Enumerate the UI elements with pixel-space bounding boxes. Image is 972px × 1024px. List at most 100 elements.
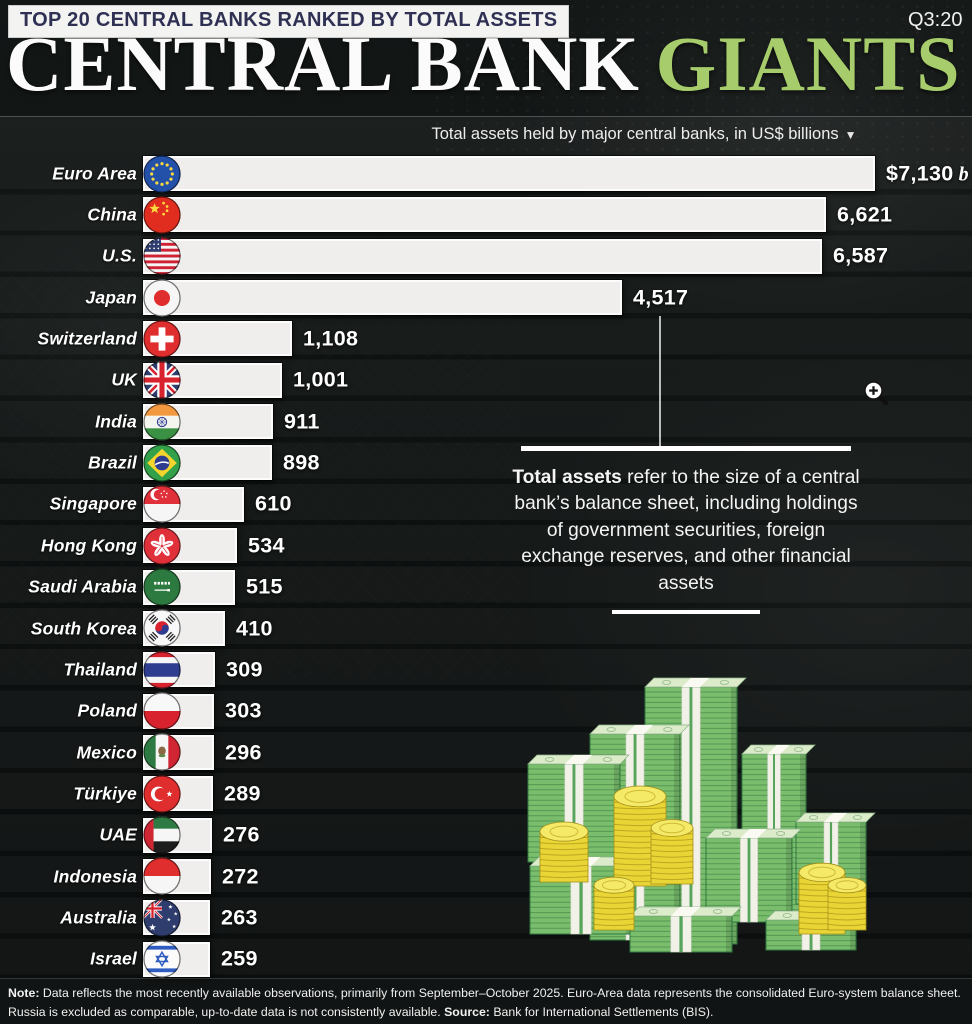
flag-ch-icon — [143, 320, 181, 358]
bar-row: Thailand 309 — [0, 649, 972, 690]
asset-bar — [143, 899, 210, 937]
bar-row: Indonesia 272 — [0, 856, 972, 897]
country-label: Brazil — [88, 452, 137, 473]
country-label: Japan — [85, 287, 137, 308]
flag-br-icon — [143, 444, 181, 482]
bar-row: China 6,621 — [0, 194, 972, 235]
flag-au-icon — [143, 899, 181, 937]
bar-row: Mexico 296 — [0, 732, 972, 773]
annotation-top-rule — [521, 446, 851, 451]
bar-row: South Korea 410 — [0, 608, 972, 649]
money-pile-illustration — [527, 677, 876, 953]
asset-bar — [143, 278, 622, 317]
title-white: CENTRAL BANK — [6, 20, 640, 107]
annotation-box: Total assets refer to the size of a cent… — [505, 446, 867, 615]
value-label: 276 — [223, 822, 260, 847]
bar-row: Australia 263 — [0, 897, 972, 938]
value-label: 911 — [284, 409, 320, 434]
country-label: UK — [111, 369, 137, 390]
bar-row: Hong Kong 534 — [0, 525, 972, 566]
value-label: $7,130 b — [886, 161, 969, 186]
bar-row: Euro Area $7,130 b — [0, 153, 972, 194]
bar-row: Saudi Arabia 515 — [0, 567, 972, 608]
note-text: Data reflects the most recently availabl… — [8, 986, 961, 1020]
flag-th-icon — [143, 651, 181, 689]
source-label: Source: — [444, 1005, 490, 1020]
subtitle-band: Total assets held by major central banks… — [0, 116, 972, 153]
country-label: Saudi Arabia — [28, 576, 137, 597]
chart-subtitle: Total assets held by major central banks… — [320, 125, 968, 144]
zoom-cursor-icon — [864, 381, 889, 406]
asset-bar — [143, 568, 235, 606]
note-label: Note: — [8, 986, 40, 1000]
bar-row: UAE 276 — [0, 815, 972, 856]
value-label: 296 — [225, 740, 262, 765]
asset-bar — [143, 444, 272, 482]
asset-bar — [143, 816, 212, 854]
country-label: South Korea — [30, 618, 137, 639]
country-label: U.S. — [102, 245, 137, 266]
country-label: China — [87, 204, 137, 225]
country-label: Australia — [60, 907, 137, 928]
value-label: 4,517 — [633, 285, 689, 310]
title-green: GIANTS — [655, 20, 961, 107]
asset-bar — [143, 651, 215, 689]
footer-text: Note: Data reflects the most recently av… — [8, 984, 964, 1022]
bar-row: U.S. 6,587 — [0, 236, 972, 277]
country-label: Indonesia — [53, 866, 137, 887]
value-label: 263 — [221, 905, 258, 930]
value-label: 303 — [225, 698, 262, 723]
asset-bar — [143, 609, 225, 648]
flag-eu-icon — [143, 154, 181, 193]
bar-row: Türkiye 289 — [0, 773, 972, 814]
value-label: 610 — [255, 491, 292, 516]
asset-bar — [143, 526, 237, 565]
value-suffix: b — [958, 163, 969, 186]
annotation-rest: refer to the size of a central bank’s ba… — [514, 466, 860, 594]
asset-bar — [143, 733, 214, 772]
flag-sg-icon — [143, 485, 181, 523]
asset-bar — [143, 485, 244, 523]
bar-row: Switzerland 1,108 — [0, 318, 972, 359]
flag-pl-icon — [143, 692, 181, 730]
flag-sa-icon — [143, 568, 181, 606]
annotation-connector-line — [659, 316, 661, 446]
footer-note: Note: Data reflects the most recently av… — [0, 978, 972, 1024]
kicker-text: TOP 20 CENTRAL BANKS RANKED BY TOTAL ASS… — [20, 9, 558, 31]
annotation-bold: Total assets — [512, 466, 622, 488]
period-label: Q3:20 — [908, 9, 963, 31]
annotation-text: Total assets refer to the size of a cent… — [505, 465, 867, 598]
flag-hk-icon — [143, 526, 181, 565]
country-label: Israel — [90, 948, 137, 969]
flag-id-icon — [143, 857, 181, 896]
asset-bar — [143, 196, 826, 234]
bar-row: Brazil 898 — [0, 442, 972, 483]
country-label: Poland — [77, 700, 137, 721]
country-label: Switzerland — [37, 328, 137, 349]
asset-bar — [143, 692, 214, 730]
country-label: Thailand — [63, 659, 137, 680]
flag-in-icon — [143, 402, 181, 441]
bar-row: Singapore 610 — [0, 484, 972, 525]
kicker-banner: TOP 20 CENTRAL BANKS RANKED BY TOTAL ASS… — [8, 5, 570, 38]
asset-bar — [143, 402, 273, 441]
value-label: 515 — [246, 574, 283, 599]
asset-bar — [143, 320, 292, 358]
country-label: India — [95, 411, 137, 432]
chart-subtitle-text: Total assets held by major central banks… — [431, 125, 839, 143]
asset-bar — [143, 857, 211, 896]
country-label: Hong Kong — [40, 535, 137, 556]
value-label: 898 — [283, 450, 320, 475]
bar-row: UK 1,001 — [0, 360, 972, 401]
flag-us-icon — [143, 237, 181, 275]
asset-bar — [143, 237, 822, 275]
bar-row: Poland 303 — [0, 691, 972, 732]
asset-bar — [143, 940, 210, 978]
flag-tr-icon — [143, 775, 181, 813]
flag-jp-icon — [143, 278, 181, 317]
value-label: 272 — [222, 864, 259, 889]
value-label: 1,108 — [303, 326, 359, 351]
bar-row: Israel 259 — [0, 939, 972, 980]
annotation-bottom-rule — [612, 610, 760, 615]
